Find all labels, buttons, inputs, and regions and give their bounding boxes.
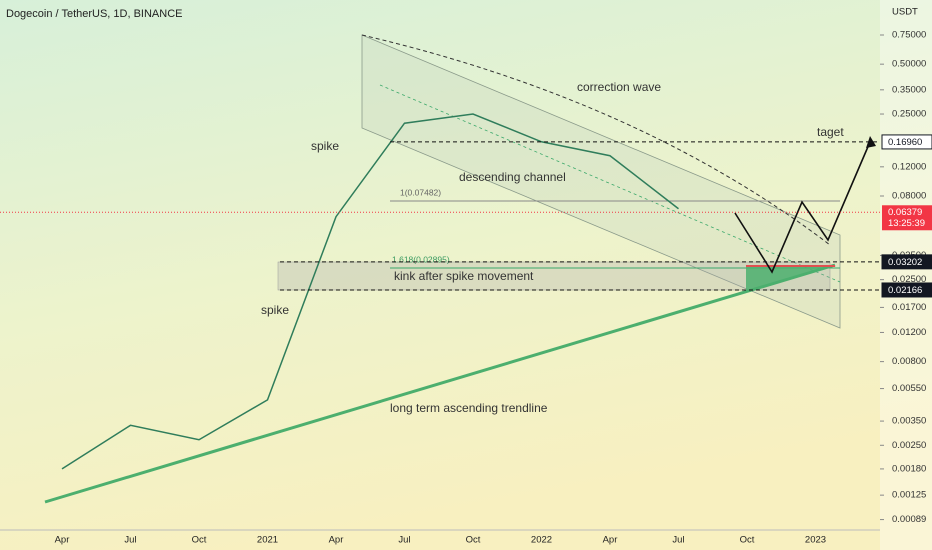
annotation: correction wave — [577, 80, 661, 94]
x-tick-label: Jul — [124, 535, 136, 546]
price-line — [61, 113, 679, 470]
level-label: 0.03202 — [888, 257, 922, 268]
fib-label: 1.618(0.02895) — [392, 254, 450, 264]
y-tick-label: 0.08000 — [892, 191, 926, 202]
y-axis-panel — [880, 0, 932, 550]
y-tick-label: 0.00550 — [892, 383, 926, 394]
y-tick-label: 0.00125 — [892, 490, 926, 501]
projection-arrow — [866, 136, 876, 148]
level-tag — [881, 134, 932, 150]
annotation: spike — [311, 139, 339, 153]
y-tick-label: 0.00180 — [892, 463, 926, 474]
annotation: descending channel — [459, 170, 566, 184]
annotation: kink after spike movement — [394, 269, 534, 283]
y-tick-label: 0.50000 — [892, 59, 926, 70]
y-tick-label: 0.01700 — [892, 302, 926, 313]
level-tag — [881, 282, 932, 298]
y-tick-label: 0.00250 — [892, 440, 926, 451]
level-tag — [881, 254, 932, 270]
y-tick-label: 0.00800 — [892, 356, 926, 367]
level-label: 0.02166 — [888, 285, 922, 296]
annotation: long term ascending trendline — [390, 401, 548, 415]
y-tick-label: 0.35000 — [892, 84, 926, 95]
annotation: taget — [817, 125, 844, 139]
y-unit: USDT — [892, 7, 918, 18]
last-price-tag — [882, 205, 932, 231]
x-tick-label: Jul — [398, 535, 410, 546]
annotation: spike — [261, 303, 289, 317]
ascending-trendline — [44, 263, 836, 504]
zone-triangle — [746, 265, 835, 292]
x-tick-label: Oct — [466, 535, 481, 546]
x-tick-label: 2022 — [531, 535, 552, 546]
level-label: 0.16960 — [888, 137, 922, 148]
y-tick-label: 0.00350 — [892, 416, 926, 427]
x-tick-label: Oct — [192, 535, 207, 546]
x-tick-label: 2023 — [805, 535, 826, 546]
descending-channel — [361, 34, 841, 329]
correction-curve — [361, 34, 831, 246]
x-tick-label: Oct — [740, 535, 755, 546]
projection-path — [734, 141, 871, 274]
chart-title: Dogecoin / TetherUS, 1D, BINANCE — [6, 8, 182, 20]
x-tick-label: 2021 — [257, 535, 278, 546]
y-tick-label: 0.75000 — [892, 30, 926, 41]
last-price-label: 0.06379 — [888, 207, 922, 218]
x-tick-label: Apr — [603, 535, 618, 546]
x-tick-label: Jul — [672, 535, 684, 546]
kink-box — [277, 261, 831, 291]
y-tick-label: 0.00089 — [892, 514, 926, 525]
y-tick-label: 0.25000 — [892, 109, 926, 120]
y-tick-label: 0.02500 — [892, 274, 926, 285]
y-tick-label: 0.01200 — [892, 327, 926, 338]
countdown-label: 13:25:39 — [888, 218, 925, 229]
y-tick-label: 0.12000 — [892, 161, 926, 172]
fib-label: 1(0.07482) — [400, 187, 441, 197]
x-tick-label: Apr — [55, 535, 70, 546]
x-tick-label: Apr — [329, 535, 344, 546]
